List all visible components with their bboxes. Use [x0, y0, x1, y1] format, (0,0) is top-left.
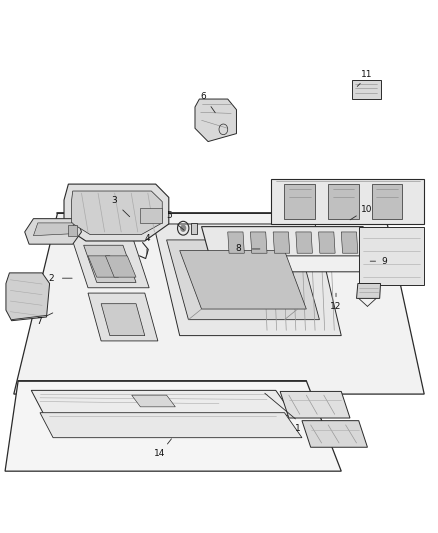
Polygon shape	[88, 256, 119, 277]
Circle shape	[180, 224, 186, 232]
Polygon shape	[31, 390, 293, 415]
Polygon shape	[359, 227, 424, 285]
Polygon shape	[352, 80, 381, 99]
Polygon shape	[106, 256, 136, 277]
Polygon shape	[228, 232, 244, 253]
Text: 6: 6	[201, 92, 207, 101]
Polygon shape	[341, 232, 358, 253]
Polygon shape	[71, 191, 162, 235]
Polygon shape	[101, 304, 145, 336]
Polygon shape	[141, 208, 162, 223]
Polygon shape	[280, 391, 350, 418]
Polygon shape	[372, 184, 403, 219]
Polygon shape	[272, 179, 424, 224]
Polygon shape	[14, 213, 424, 394]
Polygon shape	[40, 413, 302, 438]
Text: 7: 7	[36, 317, 42, 326]
Polygon shape	[84, 245, 136, 282]
Polygon shape	[302, 421, 367, 447]
Text: 1: 1	[295, 424, 300, 433]
Polygon shape	[166, 240, 319, 320]
Polygon shape	[195, 99, 237, 142]
Polygon shape	[132, 395, 175, 407]
Polygon shape	[219, 256, 381, 272]
Polygon shape	[273, 232, 290, 253]
Polygon shape	[5, 381, 341, 471]
Text: 11: 11	[361, 70, 372, 78]
Text: 2: 2	[48, 273, 54, 282]
Polygon shape	[285, 184, 315, 219]
Text: 9: 9	[381, 257, 387, 265]
Text: 12: 12	[330, 302, 342, 311]
Polygon shape	[25, 219, 81, 244]
Polygon shape	[318, 232, 335, 253]
Text: 14: 14	[154, 449, 166, 458]
Text: 8: 8	[236, 245, 241, 254]
Polygon shape	[180, 251, 306, 309]
Polygon shape	[64, 184, 169, 241]
Text: 4: 4	[144, 235, 150, 244]
Polygon shape	[6, 273, 49, 321]
Polygon shape	[191, 223, 197, 233]
Polygon shape	[71, 235, 149, 288]
Polygon shape	[251, 232, 267, 253]
Polygon shape	[296, 232, 312, 253]
Polygon shape	[357, 284, 381, 298]
Text: 5: 5	[166, 212, 172, 221]
Polygon shape	[153, 224, 341, 336]
Polygon shape	[33, 223, 76, 236]
Polygon shape	[68, 225, 77, 236]
Polygon shape	[88, 293, 158, 341]
Polygon shape	[201, 227, 376, 259]
Text: 10: 10	[361, 205, 372, 214]
Text: 3: 3	[111, 196, 117, 205]
Polygon shape	[328, 184, 359, 219]
